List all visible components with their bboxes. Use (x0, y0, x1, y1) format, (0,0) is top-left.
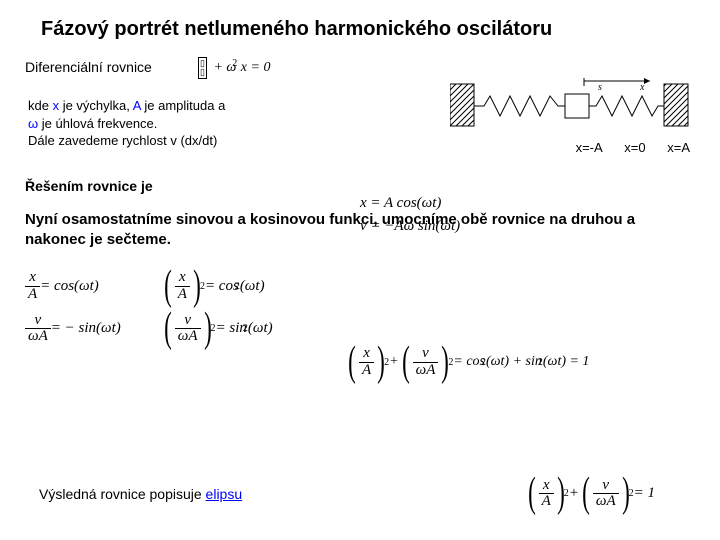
section-diff-eq: Diferenciální rovnice (25, 59, 195, 75)
ellipse-link[interactable]: elipsu (206, 486, 243, 502)
solution-equations: x = A cos(ωt) v = −Aω sin(ωt) (360, 195, 460, 235)
ellipse-statement: Výsledná rovnice popisuje elipsu (25, 486, 242, 502)
spring-diagram: x s (450, 78, 690, 133)
spring-axis-labels: x=-A x=0 x=A (450, 140, 690, 155)
page-title: Fázový portrét netlumeného harmonického … (41, 18, 695, 41)
boxed-term-icon: ▯▯ (198, 57, 207, 79)
section-solution: Řešením rovnice je (25, 178, 695, 194)
variable-description: kde x je výchylka, A je amplituda a ω je… (28, 97, 328, 150)
svg-text:s: s (598, 82, 602, 93)
ode-equation: ▯▯ + ω2 x = 0 (195, 57, 270, 79)
eq-col-2: (xA)2 = cos2(ωt) (vωA)2 = sin2(ωt) (161, 270, 273, 345)
eq-sum: (xA)2 + (vωA)2 = cos2(ωt) + sin2(ωt) = 1 (345, 346, 589, 379)
eq-col-1: xA = cos(ωt) vωA = − sin(ωt) (25, 270, 121, 345)
svg-text:x: x (639, 82, 645, 93)
equation-row: xA = cos(ωt) vωA = − sin(ωt) (xA)2 = cos… (25, 270, 695, 345)
ellipse-equation: (xA)2 + (vωA)2 = 1 (525, 478, 655, 511)
